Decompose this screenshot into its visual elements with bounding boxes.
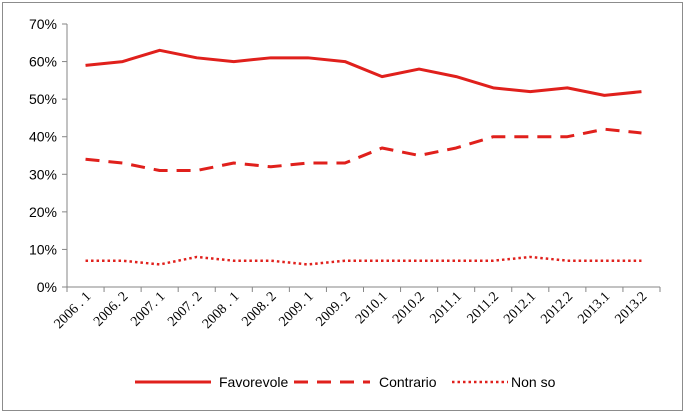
x-tick-label: 2006 . 1 — [52, 289, 95, 332]
y-tick-label: 40% — [29, 129, 57, 145]
chart-frame — [2, 2, 683, 411]
x-tick-label: 2013.1 — [575, 289, 613, 327]
y-tick-label: 50% — [29, 91, 57, 107]
x-tick-label: 2011.1 — [428, 289, 465, 326]
x-tick-label: 2012.2 — [538, 289, 576, 327]
x-tick-label: 2011.2 — [465, 289, 502, 326]
x-tick-label: 2008. 2 — [239, 289, 279, 329]
x-tick-label: 2010.1 — [353, 289, 391, 327]
x-tick-label: 2010.2 — [390, 289, 428, 327]
x-tick-label: 2012.1 — [501, 289, 539, 327]
series-line-contrario — [85, 127, 642, 173]
y-tick-label: 30% — [29, 166, 57, 182]
y-tick-label: 70% — [29, 16, 57, 32]
y-tick-label: 10% — [29, 241, 57, 257]
x-tick-label: 2007. 2 — [165, 289, 205, 329]
series-line-non-so — [85, 255, 642, 266]
y-tick-label: 20% — [29, 204, 57, 220]
legend-label: Contrario — [379, 374, 437, 390]
x-tick-label: 2008 . 1 — [200, 289, 243, 332]
x-tick-label: 2009. 2 — [313, 289, 353, 329]
legend-label: Favorevole — [219, 374, 288, 390]
series-line-favorevole — [85, 48, 642, 97]
x-tick-label: 2007. 1 — [128, 289, 168, 329]
x-tick-label: 2006. 2 — [91, 289, 131, 329]
y-tick-label: 0% — [37, 279, 57, 295]
x-tick-label: 2009. 1 — [276, 289, 316, 329]
x-tick-label: 2013.2 — [612, 289, 650, 327]
legend-label: Non so — [511, 374, 556, 390]
y-tick-label: 60% — [29, 54, 57, 70]
